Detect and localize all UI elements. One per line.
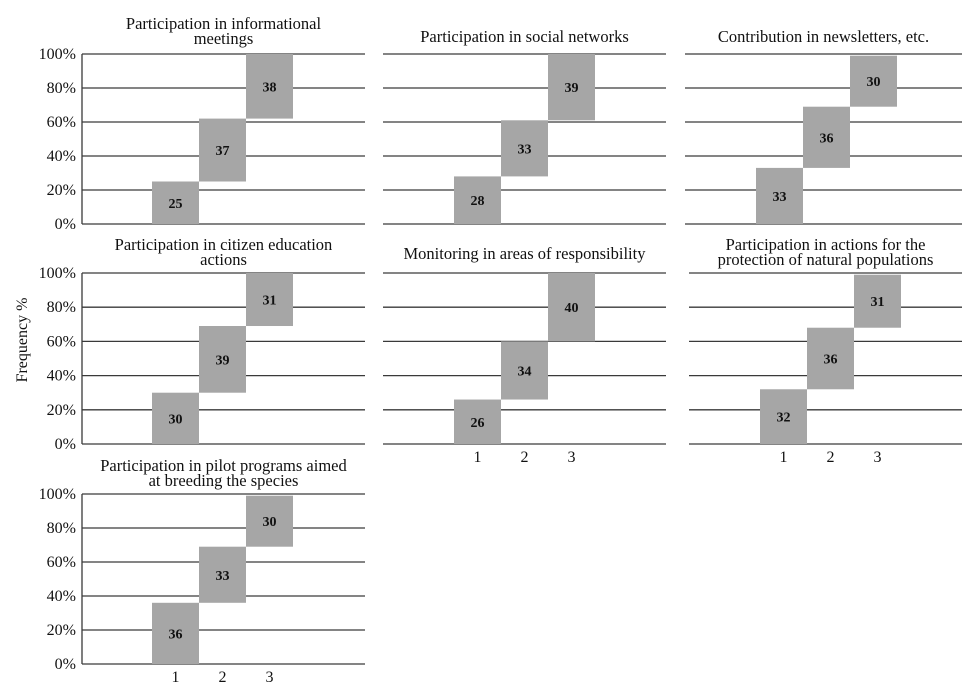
chart-title: Participation in actions for the protecti… [718, 235, 934, 269]
chart-panel-3: Contribution in newsletters, etc. 33 36 30 [685, 27, 962, 225]
bar-segment [548, 54, 595, 121]
chart-panel-5: Monitoring in areas of responsibility 26 3… [383, 244, 666, 466]
data-label: 31 [871, 295, 885, 310]
bar-segment [152, 392, 199, 444]
bar-segment [850, 55, 897, 107]
data-label: 30 [169, 412, 183, 427]
y-tick-label: 100% [39, 46, 76, 63]
chart-panel-2: Participation in social networks 28 33 39 [383, 27, 666, 225]
data-label: 38 [263, 80, 277, 95]
y-tick-label: 100% [39, 265, 76, 282]
data-label: 33 [216, 569, 230, 584]
chart-panel-1: Participation in informational meetings 0%… [39, 14, 365, 233]
data-label: 33 [773, 190, 787, 205]
chart-title: Participation in citizen education action… [115, 235, 333, 269]
bar-segment [152, 602, 199, 664]
data-label: 39 [565, 81, 579, 96]
chart-title: Participation in informational meetings [126, 14, 322, 48]
data-label: 30 [867, 75, 881, 90]
y-tick-label: 40% [47, 148, 76, 165]
y-tick-label: 80% [47, 80, 76, 97]
chart-panel-7: Participation in pilot programs aimed at … [39, 456, 365, 684]
bar-segment [501, 341, 548, 400]
x-tick-label: 2 [219, 669, 227, 684]
bar-segment [854, 274, 901, 328]
data-label: 25 [169, 197, 183, 212]
y-axis-label: Frequency % [14, 298, 31, 383]
bar-segment [501, 120, 548, 177]
chart-title: Participation in social networks [420, 27, 629, 46]
data-label: 39 [216, 353, 230, 368]
y-tick-label: 20% [47, 182, 76, 199]
chart-title: Participation in pilot programs aimed at … [100, 456, 347, 490]
data-label: 36 [169, 627, 183, 642]
chart-title: Monitoring in areas of responsibility [404, 244, 647, 263]
y-tick-label: 80% [47, 520, 76, 537]
data-label: 31 [263, 294, 277, 309]
x-tick-label: 3 [874, 449, 882, 466]
y-tick-label: 0% [55, 656, 76, 673]
chart-panel-4: Participation in citizen education action… [39, 235, 365, 453]
y-tick-label: 0% [55, 216, 76, 233]
bar-segment [246, 495, 293, 547]
data-label: 36 [820, 131, 834, 146]
bar-segment [807, 327, 854, 390]
chart-title: Contribution in newsletters, etc. [718, 27, 929, 46]
bar-segment [199, 118, 246, 182]
y-tick-label: 100% [39, 486, 76, 503]
x-tick-label: 1 [474, 449, 482, 466]
x-tick-label: 3 [568, 449, 576, 466]
bar-segment [548, 273, 595, 342]
bar-segment [454, 176, 501, 224]
bar-segment [152, 181, 199, 224]
y-tick-label: 60% [47, 333, 76, 350]
y-tick-label: 60% [47, 554, 76, 571]
data-label: 26 [471, 416, 485, 431]
bar-segment [199, 326, 246, 393]
bar-segment [454, 399, 501, 444]
y-tick-label: 0% [55, 436, 76, 453]
bar-segment [246, 54, 293, 119]
data-label: 37 [216, 144, 230, 159]
data-label: 28 [471, 194, 485, 209]
bar-segment [756, 167, 803, 224]
data-label: 30 [263, 515, 277, 530]
y-tick-label: 40% [47, 368, 76, 385]
x-tick-label: 3 [266, 669, 274, 684]
data-label: 32 [777, 411, 791, 426]
data-label: 40 [565, 301, 579, 316]
y-tick-label: 80% [47, 299, 76, 316]
x-tick-label: 2 [521, 449, 529, 466]
data-label: 33 [518, 142, 532, 157]
y-tick-label: 40% [47, 588, 76, 605]
bar-segment [199, 546, 246, 603]
y-tick-label: 20% [47, 622, 76, 639]
chart-panel-6: Participation in actions for the protecti… [689, 235, 962, 466]
y-tick-label: 60% [47, 114, 76, 131]
x-tick-label: 1 [780, 449, 788, 466]
bar-segment [760, 389, 807, 444]
bar-segment [803, 106, 850, 168]
y-tick-label: 20% [47, 402, 76, 419]
data-label: 34 [518, 364, 532, 379]
bar-segment [246, 273, 293, 327]
x-tick-label: 2 [827, 449, 835, 466]
data-label: 36 [824, 353, 838, 368]
x-tick-label: 1 [172, 669, 180, 684]
